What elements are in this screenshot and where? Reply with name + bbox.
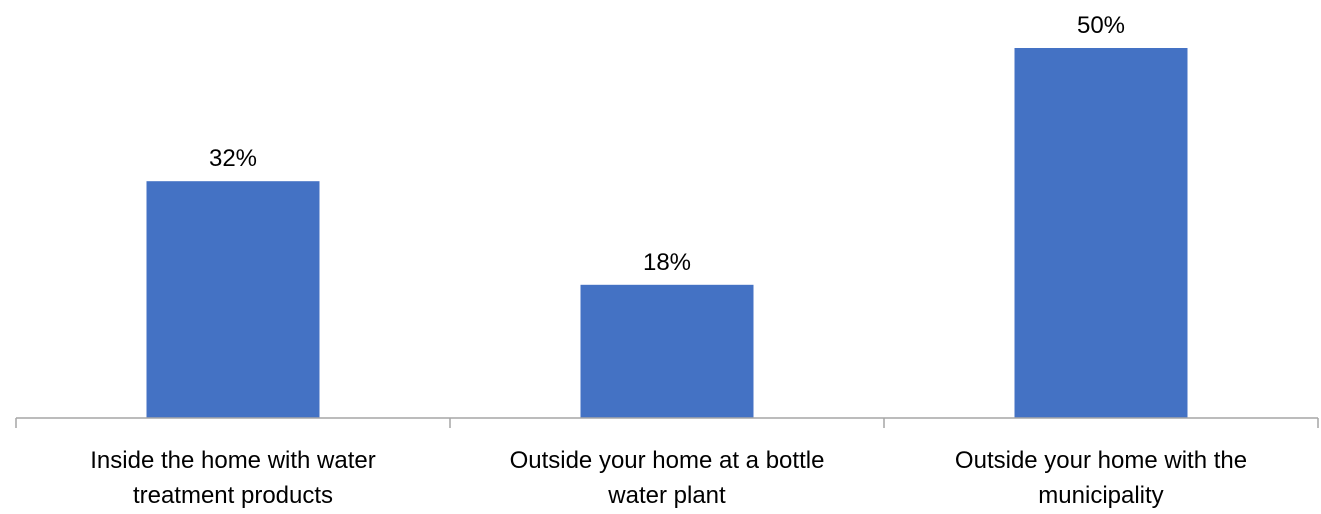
category-label: Inside the home with water treatment prod… bbox=[90, 447, 375, 509]
bar bbox=[580, 284, 754, 418]
category-label: Outside your home with the municipality bbox=[955, 447, 1247, 509]
bar-data-label: 18% bbox=[643, 249, 691, 276]
category-label-line: Outside your home with the bbox=[955, 447, 1247, 474]
category-label: Outside your home at a bottle water plant bbox=[510, 447, 825, 509]
category-label-line: water plant bbox=[607, 482, 726, 509]
category-label-line: Inside the home with water bbox=[90, 447, 375, 474]
data-labels-layer: 32% 18% 50% bbox=[209, 12, 1125, 276]
category-label-line: treatment products bbox=[133, 482, 333, 509]
bars-layer bbox=[146, 48, 1188, 418]
category-labels-layer: Inside the home with water treatment prod… bbox=[90, 447, 1247, 509]
bar bbox=[146, 181, 320, 418]
category-label-line: municipality bbox=[1038, 482, 1163, 509]
bar-data-label: 50% bbox=[1077, 12, 1125, 39]
bar-data-label: 32% bbox=[209, 145, 257, 172]
x-axis bbox=[15, 417, 1319, 428]
bar bbox=[1014, 48, 1188, 418]
category-label-line: Outside your home at a bottle bbox=[510, 447, 825, 474]
